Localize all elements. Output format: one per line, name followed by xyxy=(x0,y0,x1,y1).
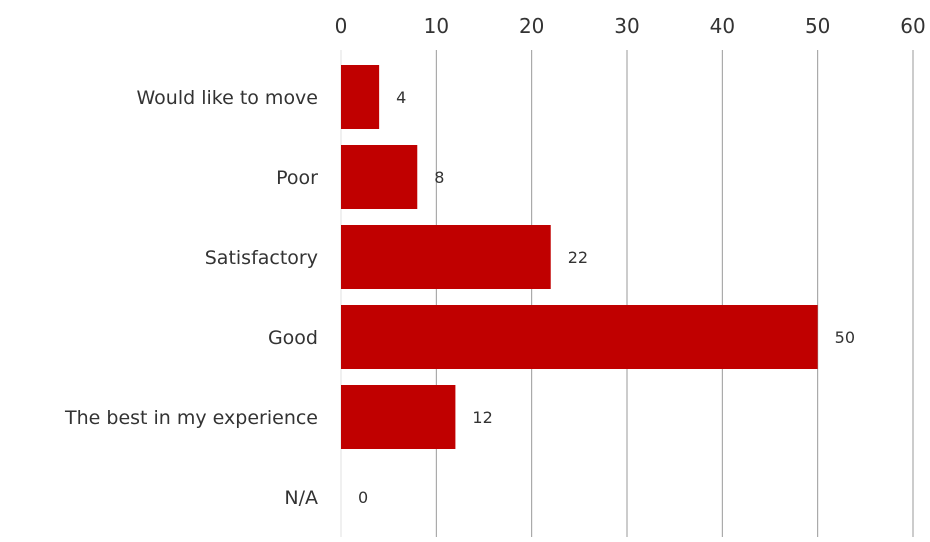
category-label-2: Poor xyxy=(276,167,318,189)
data-label-3: 22 xyxy=(568,248,588,267)
x-tick-label-50: 50 xyxy=(805,14,830,38)
data-label-2: 8 xyxy=(434,168,444,187)
category-label-1: Would like to move xyxy=(136,87,318,109)
x-tick-label-20: 20 xyxy=(519,14,544,38)
x-tick-label-40: 40 xyxy=(710,14,735,38)
bar-4 xyxy=(341,305,818,369)
category-labels: Would like to move Poor Satisfactory Good Th… xyxy=(64,87,318,509)
x-tick-label-10: 10 xyxy=(424,14,449,38)
category-label-3: Satisfactory xyxy=(205,247,318,269)
x-tick-label-30: 30 xyxy=(614,14,639,38)
data-labels: 4 8 22 50 12 0 xyxy=(358,88,855,507)
bar-2 xyxy=(341,145,418,209)
data-label-1: 4 xyxy=(396,88,406,107)
bar-1 xyxy=(341,65,380,129)
bars xyxy=(341,65,818,449)
category-label-6: N/A xyxy=(284,487,318,509)
bar-5 xyxy=(341,385,456,449)
category-label-4: Good xyxy=(268,327,318,349)
data-label-4: 50 xyxy=(835,328,855,347)
category-label-5: The best in my experience xyxy=(64,407,318,429)
x-tick-label-0: 0 xyxy=(335,14,348,38)
gridlines xyxy=(340,50,914,537)
x-tick-label-60: 60 xyxy=(900,14,925,38)
data-label-5: 12 xyxy=(472,408,492,427)
x-axis-ticks: 0 10 20 30 40 50 60 xyxy=(335,14,926,38)
bar-3 xyxy=(341,225,551,289)
data-label-6: 0 xyxy=(358,488,368,507)
